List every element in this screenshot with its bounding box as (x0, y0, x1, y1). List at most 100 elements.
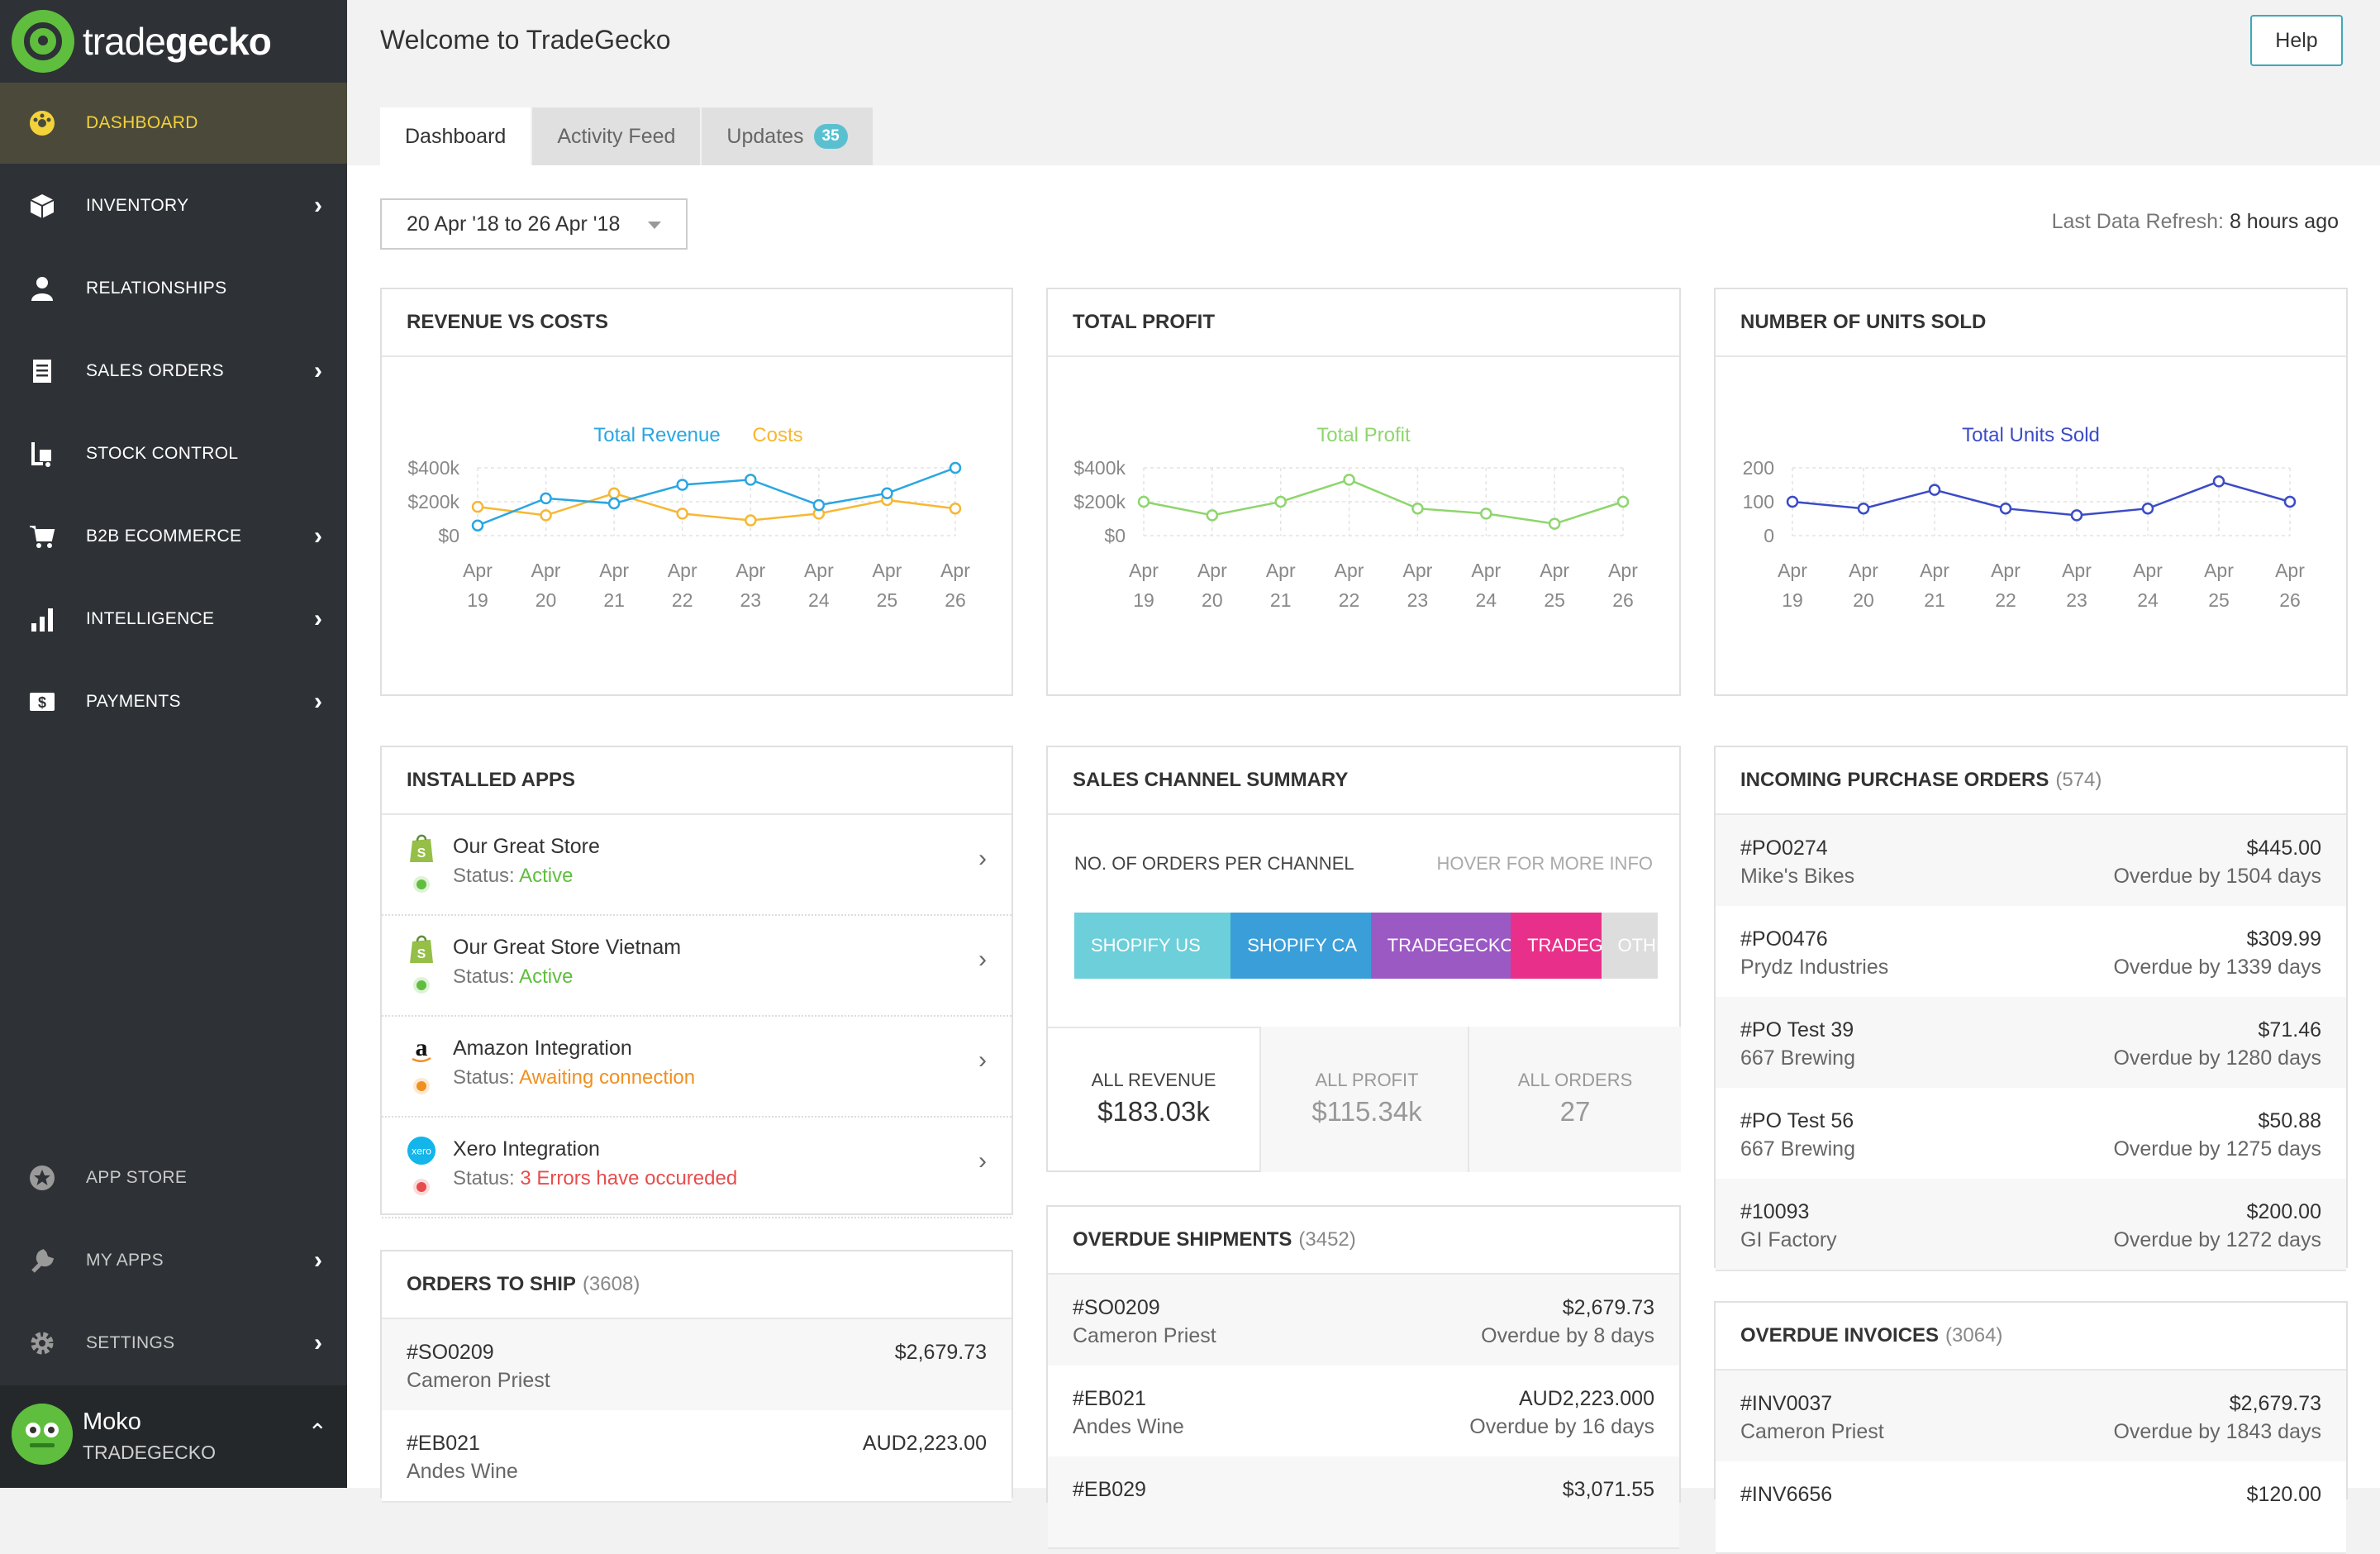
sidebar-item-app-store[interactable]: APP STORE (0, 1137, 347, 1218)
user-name: Moko (83, 1409, 141, 1435)
contact-name: Andes Wine (1073, 1415, 1184, 1438)
data-point[interactable] (540, 509, 552, 522)
sidebar-item-inventory[interactable]: INVENTORY › (0, 165, 347, 246)
sidebar-item-stock-control[interactable]: STOCK CONTROL (0, 413, 347, 494)
data-point[interactable] (1480, 508, 1492, 520)
order-id: #EB021 (407, 1432, 480, 1455)
user-menu[interactable]: Moko TRADEGECKO ⌃ (0, 1385, 347, 1488)
chevron-up-icon[interactable]: ⌃ (307, 1419, 327, 1445)
data-point[interactable] (676, 508, 688, 520)
data-point[interactable] (745, 514, 757, 527)
data-point[interactable] (1343, 474, 1355, 486)
x-tick-label: Apr (2062, 560, 2092, 581)
installed-app-row[interactable]: S Our Great Store Vietnam Status: Active › (382, 916, 1011, 1017)
data-point[interactable] (607, 497, 621, 510)
order-id: #PO0274 (1740, 837, 1828, 860)
x-tick-label: Apr (599, 560, 629, 581)
data-point[interactable] (1928, 484, 1941, 496)
data-point[interactable] (745, 474, 757, 486)
order-id: #PO Test 56 (1740, 1109, 1854, 1132)
logo-text: tradegecko (83, 20, 272, 63)
data-point[interactable] (607, 487, 621, 499)
data-point[interactable] (676, 479, 688, 491)
legend-label: Total Units Sold (1962, 424, 2100, 446)
data-point[interactable] (1786, 495, 1799, 508)
data-point[interactable] (1274, 495, 1287, 508)
tab-activity-feed[interactable]: Activity Feed (532, 107, 702, 165)
tab-dashboard[interactable]: Dashboard (380, 107, 533, 165)
channel-segment-tradegecko[interactable]: TRADEGECKO (1511, 913, 1602, 979)
table-row[interactable]: #SO0209 Cameron Priest $2,679.73 (382, 1319, 1011, 1412)
sidebar-item-label: APP STORE (86, 1168, 188, 1187)
data-point[interactable] (2070, 509, 2083, 522)
table-row[interactable]: #INV6656 $120.00 (1716, 1461, 2346, 1554)
data-point[interactable] (2283, 495, 2297, 508)
data-point[interactable] (471, 500, 484, 513)
page-title: Welcome to TradeGecko (380, 25, 671, 55)
order-amount: $445.00 (2246, 837, 2321, 860)
table-row[interactable]: #EB021 Andes Wine AUD2,223.000 Overdue by 1… (1048, 1366, 1679, 1458)
table-row[interactable]: #PO0476 Prydz Industries $309.99 Overdue by… (1716, 906, 2346, 999)
contact-name: 667 Brewing (1740, 1046, 1855, 1070)
sidebar-item-settings[interactable]: SETTINGS › (0, 1303, 347, 1384)
data-point[interactable] (1137, 495, 1150, 508)
table-row[interactable]: #EB021 Andes Wine AUD2,223.00 (382, 1410, 1011, 1503)
channel-segment-tradegecko[interactable]: TRADEGECKO (1370, 913, 1511, 979)
sidebar-item-relationships[interactable]: RELATIONSHIPS (0, 248, 347, 329)
table-row[interactable]: #PO0274 Mike's Bikes $445.00 Overdue by 150… (1716, 815, 2346, 908)
x-tick-label: Apr (1335, 560, 1364, 581)
x-tick-label: Apr (873, 560, 902, 581)
data-point[interactable] (2141, 502, 2154, 515)
card-title: INSTALLED APPS (382, 747, 1011, 815)
data-point[interactable] (881, 487, 893, 499)
x-tick-label: Apr (1403, 560, 1433, 581)
table-row[interactable]: #10093 GI Factory $200.00 Overdue by 1272 d… (1716, 1179, 2346, 1271)
logo[interactable]: tradegecko (0, 0, 347, 83)
table-row[interactable]: #INV0037 Cameron Priest $2,679.73 Overdue b… (1716, 1370, 2346, 1463)
tab-updates[interactable]: Updates 35 (702, 107, 874, 165)
contact-name: 667 Brewing (1740, 1137, 1855, 1161)
data-point[interactable] (471, 519, 484, 532)
app-status: Status: 3 Errors have occureded (453, 1167, 738, 1189)
date-range-select[interactable]: 20 Apr '18 to 26 Apr '18 (380, 198, 688, 250)
installed-app-row[interactable]: a Amazon Integration Status: Awaiting conn… (382, 1017, 1011, 1118)
data-point[interactable] (1206, 509, 1219, 522)
order-amount: $3,071.55 (1562, 1478, 1654, 1501)
x-tick-label: Apr (804, 560, 834, 581)
app-status: Status: Awaiting connection (453, 1066, 696, 1089)
sidebar-item-payments[interactable]: $ PAYMENTS › (0, 661, 347, 742)
channel-segment-shopify-us[interactable]: SHOPIFY US (1074, 913, 1231, 979)
channel-segment-other[interactable]: OTHER (1601, 913, 1658, 979)
sidebar-item-b2b-ecommerce[interactable]: B2B ECOMMERCE › (0, 496, 347, 577)
installed-app-row[interactable]: xero Xero Integration Status: 3 Errors hav… (382, 1118, 1011, 1218)
order-amount: $2,679.73 (2229, 1392, 2321, 1415)
table-row[interactable]: #PO Test 39 667 Brewing $71.46 Overdue by 1… (1716, 997, 2346, 1089)
table-row[interactable]: #PO Test 56 667 Brewing $50.88 Overdue by 1… (1716, 1088, 2346, 1180)
help-button[interactable]: Help (2250, 15, 2343, 66)
table-row[interactable]: #EB029 $3,071.55 (1048, 1456, 1679, 1549)
card-title: TOTAL PROFIT (1048, 289, 1679, 357)
order-amount: $200.00 (2246, 1200, 2321, 1223)
table-row[interactable]: #SO0209 Cameron Priest $2,679.73 Overdue by… (1048, 1275, 1679, 1367)
chevron-right-icon: › (314, 192, 322, 219)
installed-app-row[interactable]: S Our Great Store Status: Active › (382, 815, 1011, 916)
data-point[interactable] (812, 498, 826, 512)
data-point[interactable] (2212, 475, 2225, 488)
data-point[interactable] (1857, 502, 1870, 515)
sidebar-item-intelligence[interactable]: INTELLIGENCE › (0, 579, 347, 660)
contact-name: Cameron Priest (1073, 1324, 1216, 1347)
data-point[interactable] (1999, 502, 2012, 515)
x-tick-label: 20 (536, 589, 557, 611)
sidebar-item-sales-orders[interactable]: SALES ORDERS › (0, 331, 347, 412)
channel-segment-shopify-ca[interactable]: SHOPIFY CA (1230, 913, 1371, 979)
sidebar-item-my-apps[interactable]: MY APPS › (0, 1220, 347, 1301)
data-point[interactable] (949, 461, 962, 474)
sidebar-item-dashboard[interactable]: DASHBOARD (0, 83, 347, 164)
data-point[interactable] (1411, 502, 1424, 515)
data-point[interactable] (949, 502, 962, 515)
data-point[interactable] (1548, 517, 1561, 530)
data-point[interactable] (540, 492, 552, 505)
x-tick-label: 22 (672, 589, 693, 611)
x-tick-label: Apr (1197, 560, 1227, 581)
data-point[interactable] (1616, 495, 1630, 508)
